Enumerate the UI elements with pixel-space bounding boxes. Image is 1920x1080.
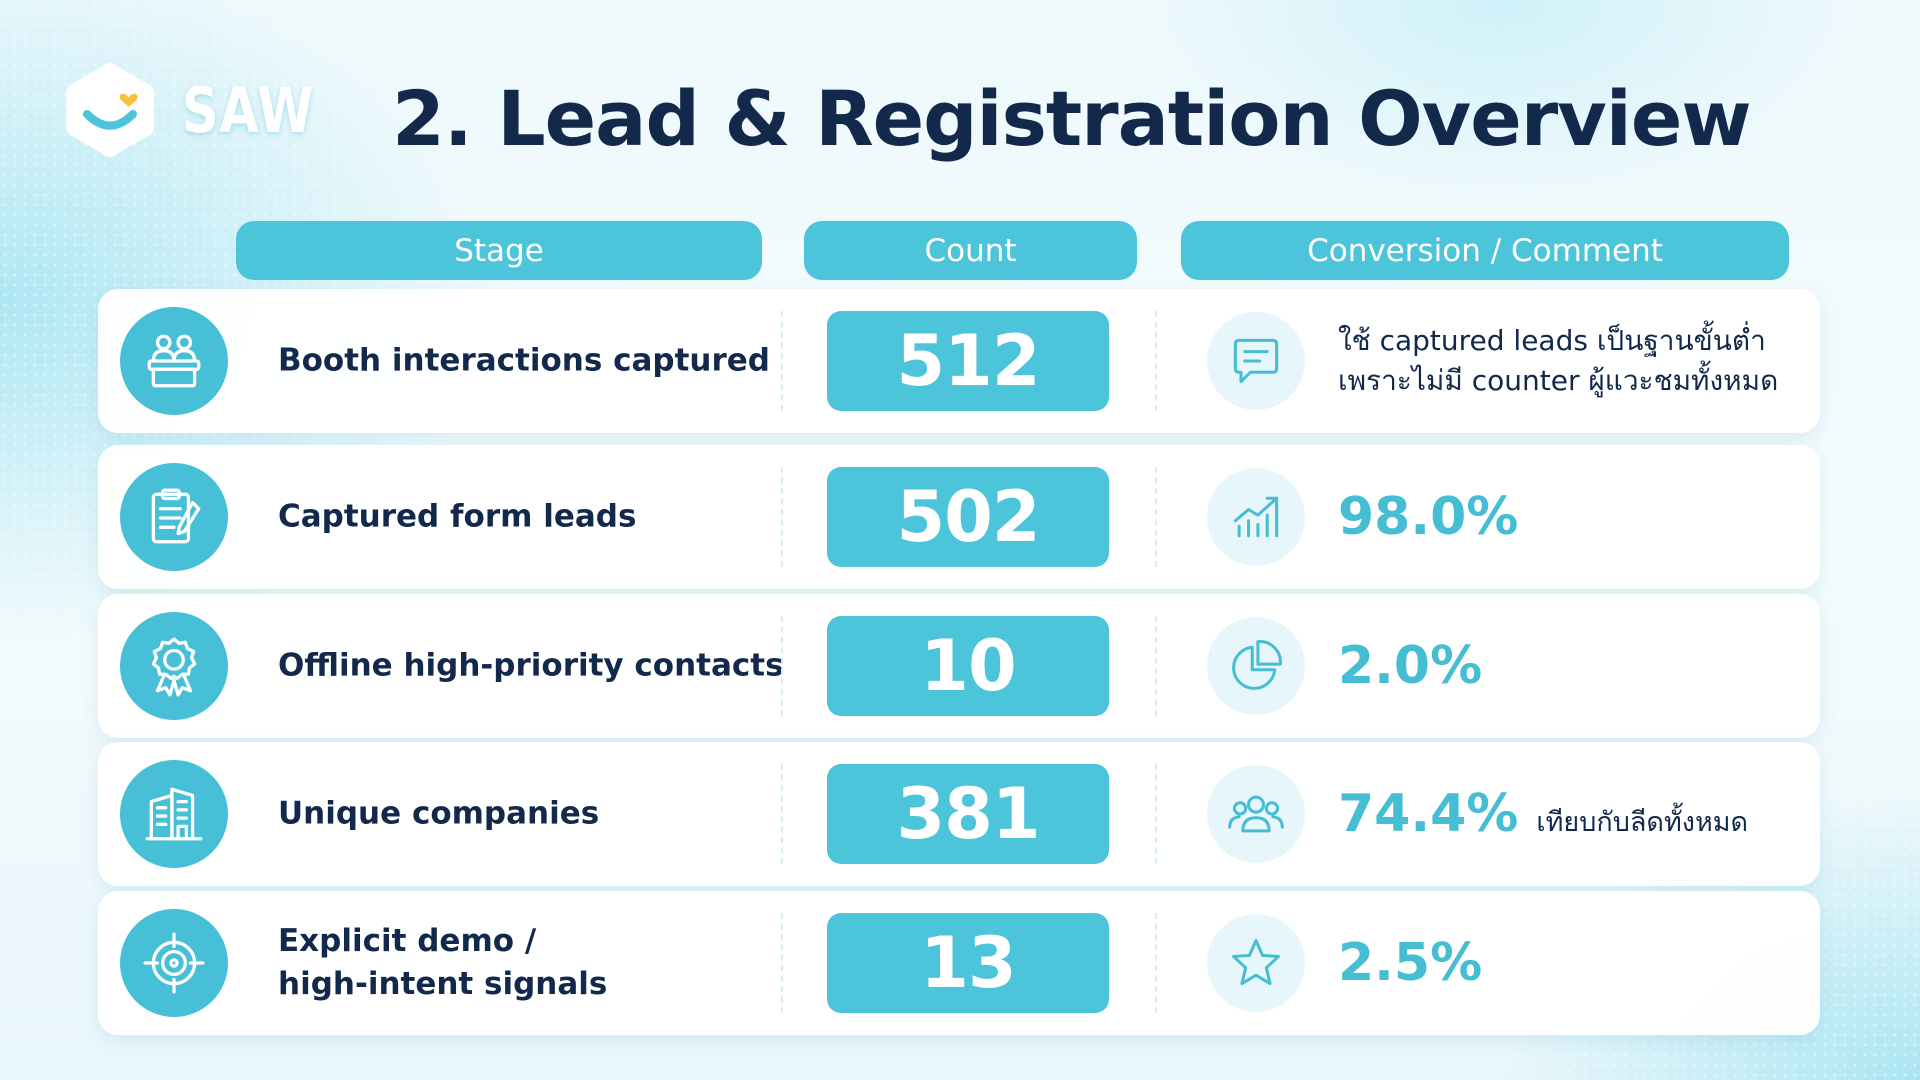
conversion-note: เทียบกับลีดทั้งหมด xyxy=(1536,807,1749,838)
award-badge-icon xyxy=(120,612,228,720)
table-row: Captured form leads 502 98.0% xyxy=(98,445,1820,589)
stage-label: Offline high-priority contacts xyxy=(278,647,784,684)
stage-label: Booth interactions captured xyxy=(278,342,770,379)
brand-logo: SAW xyxy=(58,58,343,162)
table-row: Explicit demo / high-intent signals 13 2… xyxy=(98,891,1820,1035)
count-value: 10 xyxy=(827,616,1109,716)
column-divider xyxy=(1155,311,1157,411)
column-divider xyxy=(1155,467,1157,567)
office-building-icon xyxy=(120,760,228,868)
stage-label: Explicit demo / high-intent signals xyxy=(278,923,608,1002)
column-divider xyxy=(781,311,783,411)
conversion-cell: 98.0% xyxy=(1338,487,1518,547)
column-divider xyxy=(781,616,783,716)
people-at-booth-icon xyxy=(120,307,228,415)
column-header-conversion: Conversion / Comment xyxy=(1181,221,1789,280)
column-header-count: Count xyxy=(804,221,1137,280)
brand-name: SAW xyxy=(182,73,315,147)
pie-chart-icon xyxy=(1207,617,1305,715)
conversion-percent: 98.0% xyxy=(1338,487,1519,547)
column-divider xyxy=(781,764,783,864)
conversion-percent: 2.5% xyxy=(1338,933,1483,993)
star-icon xyxy=(1207,914,1305,1012)
table-row: Booth interactions captured 512 ใช้ capt… xyxy=(98,289,1820,433)
chat-bubble-icon xyxy=(1207,312,1305,410)
page-title: 2. Lead & Registration Overview xyxy=(392,74,1752,163)
conversion-cell: 74.4% เทียบกับลีดทั้งหมด xyxy=(1338,784,1748,844)
column-divider xyxy=(1155,616,1157,716)
count-value: 512 xyxy=(827,311,1109,411)
target-icon xyxy=(120,909,228,1017)
count-value: 13 xyxy=(827,913,1109,1013)
column-divider xyxy=(1155,913,1157,1013)
table-row: Offline high-priority contacts 10 2.0% xyxy=(98,594,1820,738)
count-value: 502 xyxy=(827,467,1109,567)
column-divider xyxy=(781,467,783,567)
table-row: Unique companies 381 74.4% เทียบกับลีดทั… xyxy=(98,742,1820,886)
conversion-percent: 74.4% xyxy=(1338,784,1519,844)
column-header-stage: Stage xyxy=(236,221,762,280)
stage-label: Captured form leads xyxy=(278,498,637,535)
group-users-icon xyxy=(1207,765,1305,863)
column-divider xyxy=(781,913,783,1013)
conversion-cell: 2.0% xyxy=(1338,636,1482,696)
stage-label: Unique companies xyxy=(278,795,600,832)
conversion-cell: 2.5% xyxy=(1338,933,1482,993)
growth-chart-icon xyxy=(1207,468,1305,566)
clipboard-form-icon xyxy=(120,463,228,571)
count-value: 381 xyxy=(827,764,1109,864)
smile-heart-hexagon-icon xyxy=(66,62,154,158)
column-divider xyxy=(1155,764,1157,864)
conversion-percent: 2.0% xyxy=(1338,636,1483,696)
comment-text: ใช้ captured leads เป็นฐานขั้นต่ำ เพราะไ… xyxy=(1338,324,1779,397)
